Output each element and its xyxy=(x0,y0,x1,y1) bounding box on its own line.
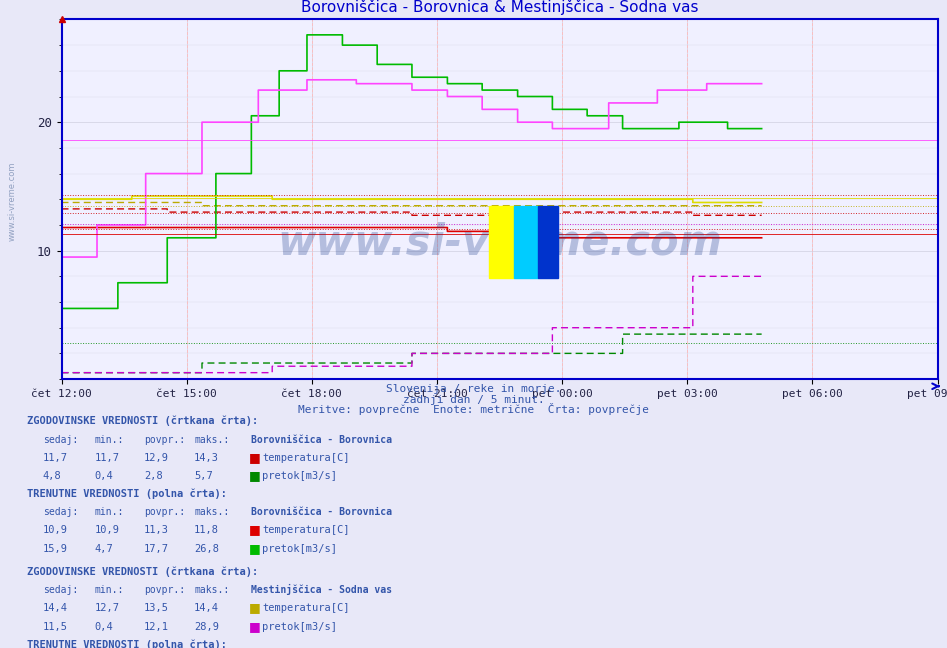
Text: povpr.:: povpr.: xyxy=(144,435,185,445)
Text: Borovniščica - Borovnica: Borovniščica - Borovnica xyxy=(251,435,392,445)
Text: 2,8: 2,8 xyxy=(144,471,163,481)
Text: 14,3: 14,3 xyxy=(194,453,219,463)
Text: 12,1: 12,1 xyxy=(144,621,169,632)
Text: pretok[m3/s]: pretok[m3/s] xyxy=(262,621,337,632)
Text: sedaj:: sedaj: xyxy=(43,507,78,517)
Text: min.:: min.: xyxy=(95,507,124,517)
Text: ■: ■ xyxy=(249,542,260,555)
Text: 14,4: 14,4 xyxy=(194,603,219,614)
Text: 28,9: 28,9 xyxy=(194,621,219,632)
Text: ■: ■ xyxy=(249,469,260,482)
Text: temperatura[C]: temperatura[C] xyxy=(262,453,349,463)
Text: 0,4: 0,4 xyxy=(95,621,114,632)
Text: min.:: min.: xyxy=(95,585,124,596)
Text: pretok[m3/s]: pretok[m3/s] xyxy=(262,544,337,553)
Text: 10,9: 10,9 xyxy=(95,526,119,535)
Text: TRENUTNE VREDNOSTI (polna črta):: TRENUTNE VREDNOSTI (polna črta): xyxy=(27,489,226,499)
Text: 10,9: 10,9 xyxy=(43,526,67,535)
Text: ■: ■ xyxy=(249,619,260,632)
Text: maks.:: maks.: xyxy=(194,507,229,517)
Text: ■: ■ xyxy=(249,451,260,464)
Text: 11,3: 11,3 xyxy=(144,526,169,535)
Bar xyxy=(513,207,538,279)
Text: 17,7: 17,7 xyxy=(144,544,169,553)
Text: temperatura[C]: temperatura[C] xyxy=(262,526,349,535)
Text: temperatura[C]: temperatura[C] xyxy=(262,603,349,614)
Text: povpr.:: povpr.: xyxy=(144,585,185,596)
Text: sedaj:: sedaj: xyxy=(43,435,78,445)
Text: 11,7: 11,7 xyxy=(95,453,119,463)
Text: Slovenija / reke in morje.: Slovenija / reke in morje. xyxy=(385,384,562,394)
Text: maks.:: maks.: xyxy=(194,585,229,596)
Text: www.si-vreme.com: www.si-vreme.com xyxy=(8,161,17,240)
Text: maks.:: maks.: xyxy=(194,435,229,445)
Text: 0,4: 0,4 xyxy=(95,471,114,481)
Text: pretok[m3/s]: pretok[m3/s] xyxy=(262,471,337,481)
Text: 15,9: 15,9 xyxy=(43,544,67,553)
Text: sedaj:: sedaj: xyxy=(43,585,78,596)
Text: 26,8: 26,8 xyxy=(194,544,219,553)
Bar xyxy=(489,207,513,279)
Text: zadnji dan / 5 minut.: zadnji dan / 5 minut. xyxy=(402,395,545,405)
Text: min.:: min.: xyxy=(95,435,124,445)
Text: Borovniščica - Borovnica: Borovniščica - Borovnica xyxy=(251,507,392,517)
Text: 11,7: 11,7 xyxy=(43,453,67,463)
Text: 5,7: 5,7 xyxy=(194,471,213,481)
Text: ■: ■ xyxy=(249,524,260,537)
Text: 12,9: 12,9 xyxy=(144,453,169,463)
Text: ZGODOVINSKE VREDNOSTI (črtkana črta):: ZGODOVINSKE VREDNOSTI (črtkana črta): xyxy=(27,566,258,577)
Text: 4,8: 4,8 xyxy=(43,471,62,481)
Text: Meritve: povprečne  Enote: metrične  Črta: povprečje: Meritve: povprečne Enote: metrične Črta:… xyxy=(298,404,649,415)
Text: ZGODOVINSKE VREDNOSTI (črtkana črta):: ZGODOVINSKE VREDNOSTI (črtkana črta): xyxy=(27,416,258,426)
Text: 4,7: 4,7 xyxy=(95,544,114,553)
Text: 12,7: 12,7 xyxy=(95,603,119,614)
Text: povpr.:: povpr.: xyxy=(144,507,185,517)
Text: 13,5: 13,5 xyxy=(144,603,169,614)
Text: www.si-vreme.com: www.si-vreme.com xyxy=(277,222,722,264)
Text: Mestinjščica - Sodna vas: Mestinjščica - Sodna vas xyxy=(251,584,392,596)
Title: Borovniščica - Borovnica & Mestinjščica - Sodna vas: Borovniščica - Borovnica & Mestinjščica … xyxy=(301,0,698,16)
Text: ■: ■ xyxy=(249,601,260,614)
Polygon shape xyxy=(538,207,558,279)
Text: 11,8: 11,8 xyxy=(194,526,219,535)
Text: TRENUTNE VREDNOSTI (polna črta):: TRENUTNE VREDNOSTI (polna črta): xyxy=(27,639,226,648)
Text: 14,4: 14,4 xyxy=(43,603,67,614)
Text: 11,5: 11,5 xyxy=(43,621,67,632)
